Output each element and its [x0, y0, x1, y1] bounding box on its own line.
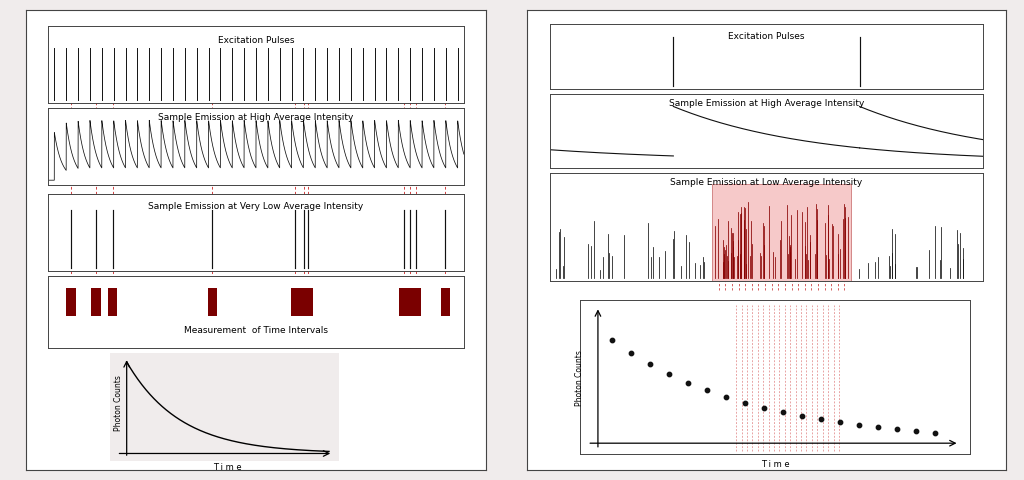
- Point: [813, 416, 829, 423]
- Text: T i m e: T i m e: [761, 460, 790, 469]
- Bar: [412, 288, 421, 316]
- Point: [889, 425, 905, 433]
- Bar: [291, 288, 300, 316]
- Point: [698, 386, 715, 394]
- Text: Sample Emission at Very Low Average Intensity: Sample Emission at Very Low Average Inte…: [148, 202, 364, 211]
- Point: [642, 360, 658, 368]
- Bar: [299, 288, 308, 316]
- Point: [680, 379, 696, 386]
- Point: [831, 419, 848, 426]
- Point: [604, 336, 621, 343]
- Point: [756, 404, 772, 411]
- Text: Measurement  of Time Intervals: Measurement of Time Intervals: [184, 326, 328, 335]
- Text: Excitation Pulses: Excitation Pulses: [728, 32, 805, 41]
- Bar: [67, 288, 76, 316]
- Text: Sample Emission at High Average Intensity: Sample Emission at High Average Intensit…: [159, 113, 353, 122]
- Point: [660, 370, 677, 378]
- Bar: [108, 288, 117, 316]
- Bar: [713, 184, 851, 281]
- Point: [869, 423, 886, 431]
- Text: Sample Emission at High Average Intensity: Sample Emission at High Average Intensit…: [669, 99, 864, 108]
- Text: Excitation Pulses: Excitation Pulses: [218, 36, 294, 45]
- Bar: [208, 288, 217, 316]
- Point: [736, 399, 753, 407]
- Point: [794, 412, 810, 420]
- Bar: [91, 288, 100, 316]
- Point: [927, 429, 943, 436]
- Point: [907, 427, 924, 435]
- Bar: [406, 288, 415, 316]
- Bar: [440, 288, 450, 316]
- Point: [718, 393, 734, 401]
- Text: Photon Counts: Photon Counts: [574, 350, 584, 406]
- Text: Sample Emission at Low Average Intensity: Sample Emission at Low Average Intensity: [671, 178, 862, 187]
- Point: [851, 421, 867, 429]
- Bar: [399, 288, 409, 316]
- Text: T i m e: T i m e: [214, 463, 242, 472]
- Point: [774, 408, 791, 416]
- Bar: [303, 288, 312, 316]
- Point: [623, 348, 639, 356]
- Text: Photon Counts: Photon Counts: [114, 375, 123, 431]
